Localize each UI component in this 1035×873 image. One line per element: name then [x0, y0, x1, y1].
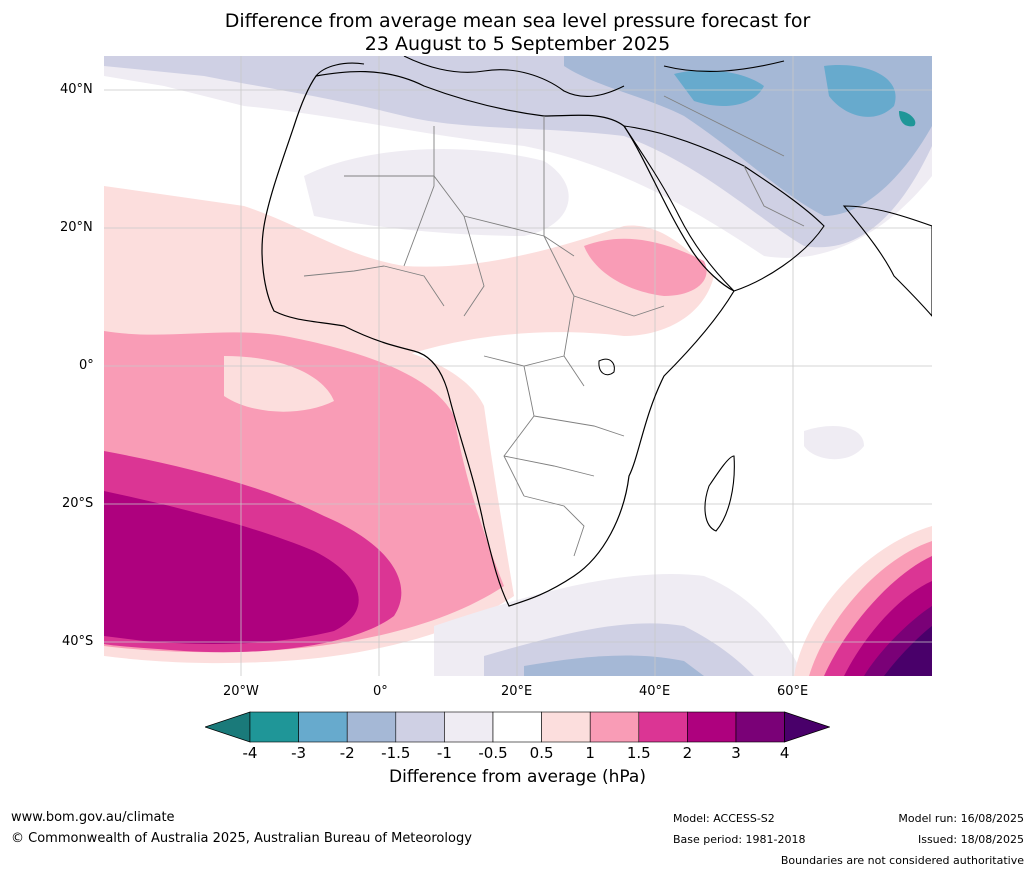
arabia-coastline	[622, 125, 825, 292]
lon-label-20w: 20°W	[223, 684, 259, 699]
footer-issued: Issued: 18/08/2025	[917, 833, 1024, 846]
anomaly-pos-ethiopia	[584, 238, 707, 296]
colorbar-segment	[589, 711, 640, 743]
lat-label-eq: 0°	[79, 358, 94, 373]
europe-coastline	[315, 56, 785, 97]
lon-label-60e: 60°E	[777, 684, 809, 699]
india-coastline	[842, 205, 932, 317]
title-line-1: Difference from average mean sea level p…	[224, 10, 811, 32]
lat-label-20n: 20°N	[60, 220, 93, 235]
colorbar-segment	[395, 711, 445, 743]
title-line-2: 23 August to 5 September 2025	[364, 33, 671, 55]
colorbar-segment	[249, 711, 299, 743]
footer-copyright: © Commonwealth of Australia 2025, Austra…	[11, 831, 472, 846]
footer-disclaimer: Boundaries are not considered authoritat…	[780, 854, 1024, 867]
colorbar-label: Difference from average (hPa)	[389, 767, 646, 787]
colorbar-extend-high	[784, 711, 830, 743]
pressure-anomaly-map	[104, 56, 932, 676]
colorbar-segment	[346, 711, 397, 743]
colorbar-segment	[492, 711, 542, 743]
madagascar-coastline	[704, 455, 735, 532]
map-title: Difference from average mean sea level p…	[0, 10, 1035, 56]
colorbar-tick-label: -1	[436, 744, 452, 762]
colorbar-tick-label: 1.5	[626, 744, 651, 762]
colorbar-tick-label: -4	[242, 744, 258, 762]
anomaly-neg-north-4	[674, 70, 764, 106]
lon-label-0: 0°	[373, 684, 388, 699]
lat-label-40n: 40°N	[60, 82, 93, 97]
anomaly-neg-madagascar-east	[804, 426, 864, 460]
graticule	[104, 56, 932, 676]
colorbar-tick-label: -0.5	[478, 744, 508, 762]
anomaly-pos-satl-4	[104, 491, 359, 644]
colorbar-segment	[687, 711, 737, 743]
anomaly-neg-north-5	[824, 65, 896, 117]
colorbar-tick-label: 1	[585, 744, 595, 762]
anomaly-pos-satl-5	[224, 356, 334, 412]
colorbar-tick-label: 2	[682, 744, 693, 762]
africa-coastline	[261, 70, 735, 607]
footer-base-period: Base period: 1981-2018	[673, 833, 806, 846]
footer-model-run: Model run: 16/08/2025	[898, 812, 1024, 825]
lake-victoria	[598, 358, 615, 376]
colorbar-segment	[298, 711, 348, 743]
colorbar-tick-label: -1.5	[381, 744, 411, 762]
footer-model: Model: ACCESS-S2	[673, 812, 775, 825]
colorbar-tick-label: 4	[779, 744, 790, 762]
anomaly-pos-se-6	[884, 626, 932, 676]
colorbar-segment	[541, 711, 591, 743]
country-borders	[303, 95, 805, 557]
lat-label-20s: 20°S	[62, 496, 94, 511]
map-canvas	[104, 56, 932, 676]
colorbar	[205, 711, 830, 743]
lon-label-20e: 20°E	[501, 684, 533, 699]
footer-url[interactable]: www.bom.gov.au/climate	[11, 810, 175, 825]
colorbar-segment	[638, 711, 688, 743]
colorbar-segment	[444, 711, 494, 743]
colorbar-segment	[735, 711, 785, 743]
colorbar-extend-low	[205, 711, 251, 743]
colorbar-tick-label: -3	[291, 744, 307, 762]
anomaly-neg-sahara	[304, 149, 569, 236]
colorbar-tick-label: 3	[731, 744, 741, 762]
anomaly-neg-north-6	[899, 111, 916, 127]
colorbar-tick-label: 0.5	[529, 744, 554, 762]
anomaly-neg-sio-3	[524, 655, 704, 676]
lat-label-40s: 40°S	[62, 634, 94, 649]
lon-label-40e: 40°E	[639, 684, 671, 699]
colorbar-tick-label: -2	[339, 744, 355, 762]
anomaly-pos-tropics	[104, 186, 714, 356]
